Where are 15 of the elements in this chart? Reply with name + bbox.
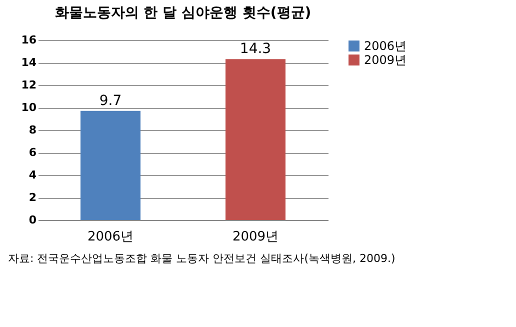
y-tick-label: 2 bbox=[28, 191, 36, 204]
y-tick-label: 0 bbox=[28, 214, 37, 226]
legend-label: 2006년 bbox=[364, 39, 407, 53]
y-tick-label: 6 bbox=[28, 146, 37, 159]
legend-label: 2009년 bbox=[364, 53, 407, 67]
data-label: 14.3 bbox=[240, 41, 272, 58]
data-label: 9.7 bbox=[99, 92, 122, 109]
y-tick-label: 14 bbox=[21, 56, 37, 69]
y-tick-label: 4 bbox=[28, 168, 37, 182]
y-tick-label: 16 bbox=[21, 34, 37, 46]
y-tick-label: 8 bbox=[28, 124, 36, 136]
text: 자료: 전국운수산업노동조합 화물 노동자 안전보건 실태조사(녹색병원, 2009.) bbox=[8, 251, 396, 266]
y-tick-label: 12 bbox=[21, 78, 36, 92]
chart-title: 화물노동자의 한 달 심야운행 횟수(평균) bbox=[54, 5, 312, 21]
y-tick-label: 10 bbox=[21, 101, 37, 114]
